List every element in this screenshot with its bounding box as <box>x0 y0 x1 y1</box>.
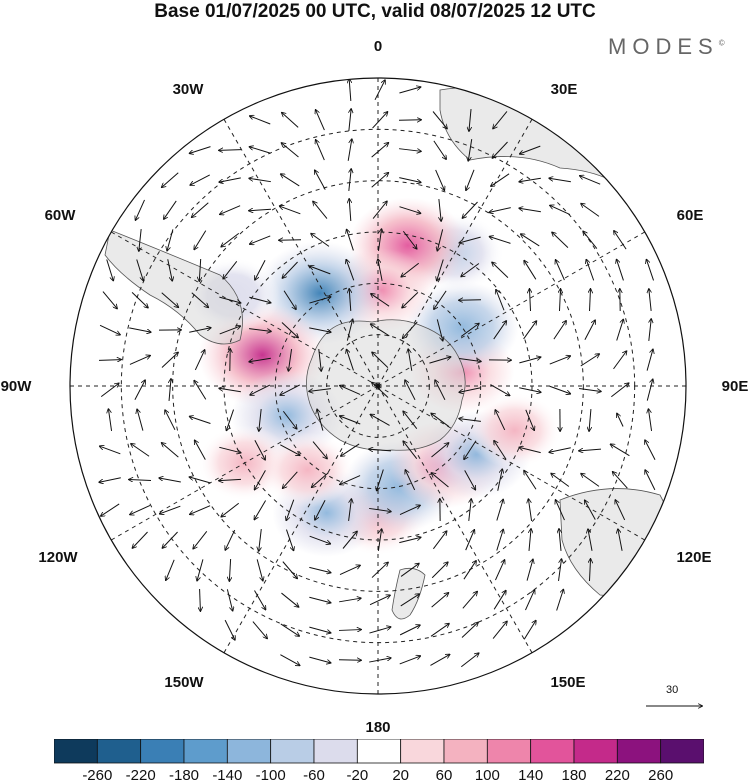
colorbar-cell <box>184 739 227 763</box>
lon-label-90e: 90E <box>722 378 749 395</box>
colorbar-tick-label: 260 <box>648 767 673 784</box>
colorbar-cell <box>444 739 487 763</box>
colorbar-tick-label: 220 <box>605 767 630 784</box>
colorbar-cell <box>574 739 617 763</box>
colorbar-tick-label: -100 <box>256 767 286 784</box>
south-pole-dot <box>376 384 381 389</box>
lon-label-60w: 60W <box>45 207 77 224</box>
lon-label-30w: 30W <box>173 81 205 98</box>
positive-anomaly <box>260 432 354 508</box>
colorbar-cell <box>531 739 574 763</box>
colorbar-tick-label: -180 <box>169 767 199 784</box>
lon-label-0: 0 <box>374 38 382 55</box>
lon-label-120e: 120E <box>676 549 711 566</box>
lon-label-180: 180 <box>365 719 390 736</box>
colorbar-tick-label: -140 <box>212 767 242 784</box>
lon-label-120w: 120W <box>38 549 78 566</box>
colorbar-cell <box>661 739 704 763</box>
colorbar-cell <box>314 739 357 763</box>
vector-scale-label: 30 <box>666 684 678 696</box>
colorbar-tick-label: -60 <box>303 767 325 784</box>
colorbar-cell <box>227 739 270 763</box>
colorbar-tick-label: 180 <box>561 767 586 784</box>
lon-label-30e: 30E <box>551 81 578 98</box>
colorbar-tick-label: -220 <box>126 767 156 784</box>
colorbar-cell <box>487 739 530 763</box>
polar-map: 0 30E 60E 90E 120E 150E 180 150W 120W 90… <box>0 0 750 740</box>
colorbar-cell <box>271 739 314 763</box>
colorbar-tick-label: 140 <box>518 767 543 784</box>
colorbar-cell <box>54 739 97 763</box>
lon-label-60e: 60E <box>677 207 704 224</box>
colorbar-tick-label: -260 <box>82 767 112 784</box>
colorbar-cell <box>401 739 444 763</box>
colorbar-tick-label: 100 <box>475 767 500 784</box>
colorbar-tick-label: 20 <box>392 767 409 784</box>
lon-label-150e: 150E <box>550 674 585 691</box>
map-disk <box>60 70 700 710</box>
colorbar-tick-label: -20 <box>346 767 368 784</box>
colorbar-cell <box>617 739 660 763</box>
lon-label-90w: 90W <box>1 378 33 395</box>
colorbar-cell <box>357 739 400 763</box>
colorbar-tick-label: 60 <box>436 767 453 784</box>
colorbar <box>54 739 704 765</box>
antarctica <box>306 320 465 451</box>
lon-label-150w: 150W <box>164 674 204 691</box>
colorbar-cell <box>141 739 184 763</box>
colorbar-cell <box>97 739 140 763</box>
